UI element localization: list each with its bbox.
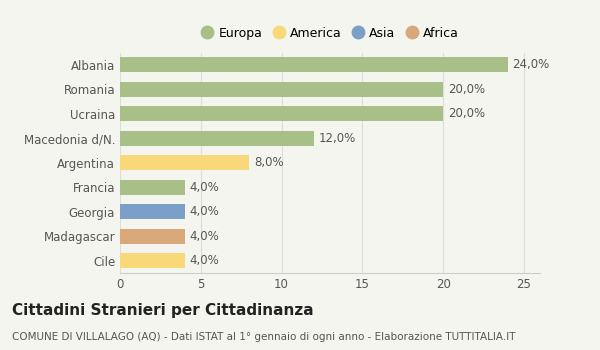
Bar [120, 82, 443, 97]
Legend: Europa, America, Asia, Africa: Europa, America, Asia, Africa [197, 23, 463, 44]
Text: 20,0%: 20,0% [448, 107, 485, 120]
Bar [120, 155, 249, 170]
Text: 4,0%: 4,0% [190, 181, 219, 194]
Bar [120, 253, 185, 268]
Text: COMUNE DI VILLALAGO (AQ) - Dati ISTAT al 1° gennaio di ogni anno - Elaborazione : COMUNE DI VILLALAGO (AQ) - Dati ISTAT al… [12, 331, 515, 342]
Bar [120, 106, 443, 121]
Text: 8,0%: 8,0% [254, 156, 284, 169]
Text: Cittadini Stranieri per Cittadinanza: Cittadini Stranieri per Cittadinanza [12, 303, 314, 318]
Bar [120, 229, 185, 244]
Bar [120, 204, 185, 219]
Text: 4,0%: 4,0% [190, 254, 219, 267]
Text: 4,0%: 4,0% [190, 205, 219, 218]
Text: 12,0%: 12,0% [319, 132, 356, 145]
Bar [120, 131, 314, 146]
Text: 20,0%: 20,0% [448, 83, 485, 96]
Text: 4,0%: 4,0% [190, 230, 219, 243]
Text: 24,0%: 24,0% [512, 58, 550, 71]
Bar [120, 180, 185, 195]
Bar [120, 57, 508, 72]
